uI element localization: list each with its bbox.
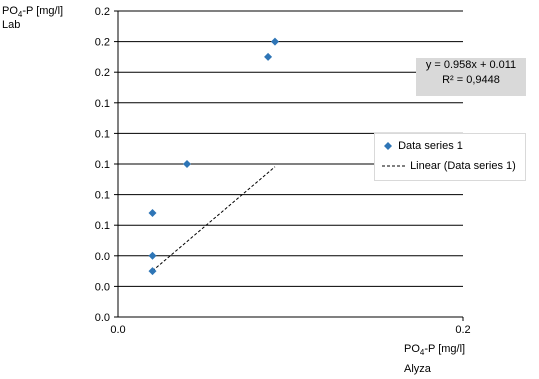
- legend-item-trendline: Linear (Data series 1): [381, 160, 516, 172]
- legend-trendline-label: Linear (Data series 1): [410, 160, 516, 172]
- x-axis-label: PO4-P [mg/l]: [404, 343, 465, 357]
- data-point: [148, 208, 157, 217]
- y-tick-label: 0.1: [95, 98, 110, 110]
- trendline-path: [152, 166, 276, 272]
- x-tick-labels: 0.0 0.2: [110, 324, 470, 336]
- y-tick-label: 0.0: [95, 281, 110, 293]
- y-tick-label: 0.0: [95, 312, 110, 324]
- axes: [117, 11, 464, 321]
- x-axis-label-line2: Alyza: [404, 363, 432, 375]
- data-point: [148, 267, 157, 276]
- y-tick-label: 0.1: [95, 128, 110, 140]
- trendline-equation: y = 0.958x + 0.011: [425, 59, 517, 71]
- legend-dash-icon: [382, 165, 406, 167]
- y-tick-label: 0.0: [95, 251, 110, 263]
- trendline-r2: R² = 0,9448: [442, 74, 500, 86]
- legend-diamond-icon: [384, 142, 392, 151]
- y-tick-label: 0.1: [95, 190, 110, 202]
- x-tick-label: 0.2: [455, 324, 470, 336]
- trendline: [152, 166, 276, 272]
- data-point: [183, 160, 191, 168]
- y-tick-label: 0.1: [95, 220, 110, 232]
- legend-series-label: Data series 1: [398, 140, 463, 152]
- data-point: [148, 251, 157, 260]
- data-point: [270, 37, 279, 46]
- y-tick-label: 0.2: [95, 67, 110, 79]
- y-axis-label: PO4-P [mg/l]: [2, 5, 63, 19]
- y-tick-label: 0.2: [95, 37, 110, 49]
- y-tick-labels: 0.0 0.0 0.0 0.1 0.1 0.1 0.1 0.1 0.2 0.2 0.2: [95, 6, 110, 324]
- trendline-equation-box: y = 0.958x + 0.011 R² = 0,9448: [416, 58, 526, 96]
- x-tick-label: 0.0: [110, 324, 125, 336]
- y-tick-label: 0.2: [95, 6, 110, 18]
- data-point: [264, 52, 273, 61]
- legend-item-series: Data series 1: [381, 140, 463, 152]
- data-points: [148, 37, 279, 276]
- y-tick-label: 0.1: [95, 159, 110, 171]
- y-axis-label-line2: Lab: [2, 19, 20, 31]
- legend: Data series 1 Linear (Data series 1): [374, 133, 526, 181]
